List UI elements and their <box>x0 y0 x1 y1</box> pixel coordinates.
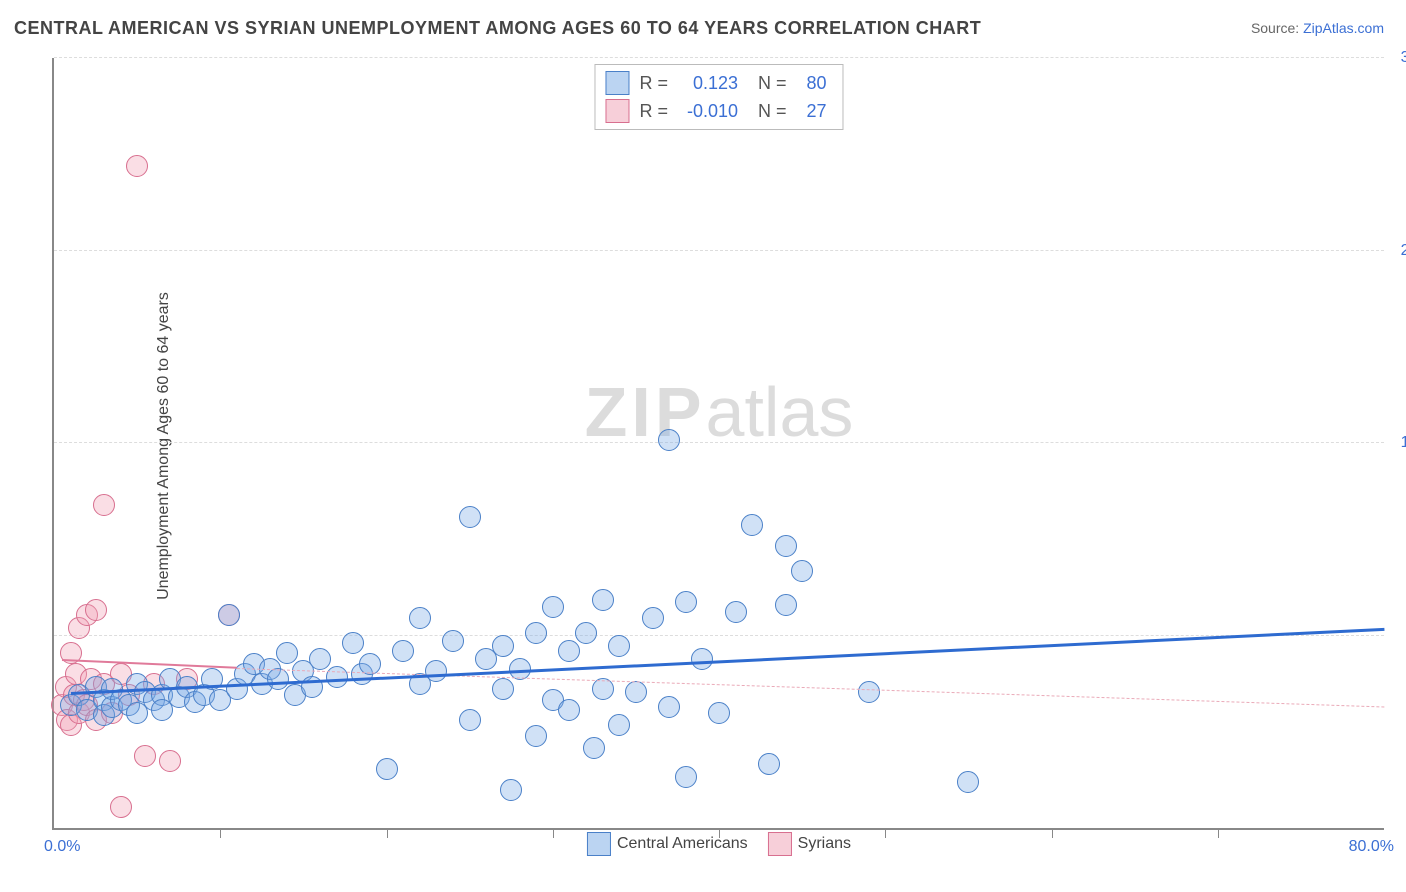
data-point-central-american <box>276 642 298 664</box>
r-value-2: -0.010 <box>678 101 738 122</box>
legend-item-1: Central Americans <box>587 832 748 856</box>
y-tick-label: 7.5% <box>1391 627 1406 645</box>
data-point-central-american <box>675 766 697 788</box>
data-point-syrian <box>85 599 107 621</box>
swatch-blue-icon <box>605 71 629 95</box>
x-tick <box>553 828 554 838</box>
x-tick <box>885 828 886 838</box>
data-point-central-american <box>708 702 730 724</box>
data-point-syrian <box>134 745 156 767</box>
data-point-central-american <box>326 666 348 688</box>
data-point-central-american <box>392 640 414 662</box>
data-point-central-american <box>492 635 514 657</box>
n-label-2: N = <box>758 101 787 122</box>
source-citation: Source: ZipAtlas.com <box>1251 20 1384 36</box>
gridline <box>54 250 1384 251</box>
data-point-central-american <box>409 607 431 629</box>
gridline <box>54 635 1384 636</box>
legend-swatch-pink-icon <box>768 832 792 856</box>
data-point-central-american <box>741 514 763 536</box>
stats-box: R = 0.123 N = 80 R = -0.010 N = 27 <box>594 64 843 130</box>
x-tick <box>387 828 388 838</box>
x-tick-min: 0.0% <box>44 838 80 856</box>
data-point-central-american <box>442 630 464 652</box>
gridline <box>54 442 1384 443</box>
chart-container: CENTRAL AMERICAN VS SYRIAN UNEMPLOYMENT … <box>0 0 1406 892</box>
legend-swatch-blue-icon <box>587 832 611 856</box>
plot-area: ZIPatlas R = 0.123 N = 80 R = -0.010 N =… <box>52 58 1384 830</box>
data-point-central-american <box>459 506 481 528</box>
n-value-2: 27 <box>797 101 827 122</box>
data-point-central-american <box>608 635 630 657</box>
data-point-central-american <box>791 560 813 582</box>
data-point-central-american <box>575 622 597 644</box>
data-point-central-american <box>425 660 447 682</box>
source-link[interactable]: ZipAtlas.com <box>1303 20 1384 36</box>
y-tick-label: 15.0% <box>1391 434 1406 452</box>
data-point-syrian <box>159 750 181 772</box>
data-point-central-american <box>658 696 680 718</box>
r-label-2: R = <box>639 101 668 122</box>
n-label-1: N = <box>758 73 787 94</box>
stats-row-2: R = -0.010 N = 27 <box>605 97 826 125</box>
legend-label-1: Central Americans <box>617 835 748 853</box>
x-tick <box>719 828 720 838</box>
data-point-central-american <box>218 604 240 626</box>
data-point-central-american <box>459 709 481 731</box>
data-point-central-american <box>558 699 580 721</box>
x-tick-max: 80.0% <box>1349 838 1394 856</box>
data-point-central-american <box>376 758 398 780</box>
stats-row-1: R = 0.123 N = 80 <box>605 69 826 97</box>
data-point-central-american <box>775 535 797 557</box>
source-prefix: Source: <box>1251 20 1303 36</box>
data-point-central-american <box>500 779 522 801</box>
x-tick <box>220 828 221 838</box>
data-point-central-american <box>775 594 797 616</box>
data-point-central-american <box>525 725 547 747</box>
data-point-central-american <box>309 648 331 670</box>
data-point-syrian <box>110 796 132 818</box>
r-value-1: 0.123 <box>678 73 738 94</box>
watermark: ZIPatlas <box>585 372 854 452</box>
data-point-central-american <box>608 714 630 736</box>
legend-item-2: Syrians <box>768 832 851 856</box>
y-tick-label: 22.5% <box>1391 242 1406 260</box>
y-tick-label: 30.0% <box>1391 49 1406 67</box>
r-label-1: R = <box>639 73 668 94</box>
data-point-central-american <box>725 601 747 623</box>
data-point-central-american <box>558 640 580 662</box>
chart-title: CENTRAL AMERICAN VS SYRIAN UNEMPLOYMENT … <box>14 18 981 39</box>
data-point-central-american <box>758 753 780 775</box>
data-point-central-american <box>642 607 664 629</box>
data-point-central-american <box>658 429 680 451</box>
data-point-syrian <box>126 155 148 177</box>
gridline <box>54 57 1384 58</box>
data-point-central-american <box>691 648 713 670</box>
data-point-central-american <box>583 737 605 759</box>
data-point-central-american <box>858 681 880 703</box>
x-tick <box>1218 828 1219 838</box>
x-tick <box>1052 828 1053 838</box>
data-point-central-american <box>675 591 697 613</box>
watermark-atlas: atlas <box>706 373 854 451</box>
data-point-central-american <box>492 678 514 700</box>
data-point-central-american <box>525 622 547 644</box>
data-point-central-american <box>342 632 364 654</box>
data-point-central-american <box>592 589 614 611</box>
n-value-1: 80 <box>797 73 827 94</box>
data-point-central-american <box>542 596 564 618</box>
watermark-zip: ZIP <box>585 373 706 451</box>
swatch-pink-icon <box>605 99 629 123</box>
legend-label-2: Syrians <box>798 835 851 853</box>
data-point-central-american <box>957 771 979 793</box>
data-point-central-american <box>592 678 614 700</box>
data-point-syrian <box>93 494 115 516</box>
data-point-central-american <box>625 681 647 703</box>
